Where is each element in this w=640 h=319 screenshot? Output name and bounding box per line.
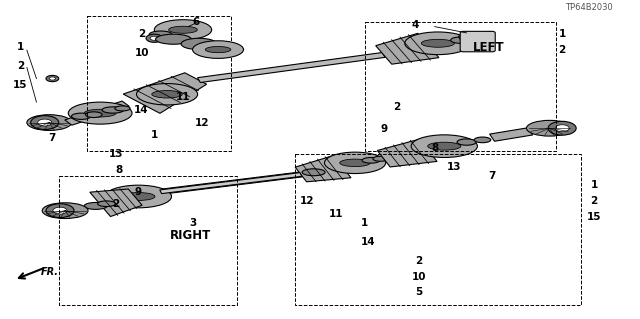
Text: 5: 5 [415, 287, 422, 297]
Ellipse shape [169, 26, 197, 33]
Text: 3: 3 [189, 218, 196, 228]
Circle shape [548, 121, 576, 135]
Text: 1: 1 [590, 181, 598, 190]
Ellipse shape [156, 34, 191, 44]
Ellipse shape [102, 107, 124, 113]
Ellipse shape [457, 139, 476, 145]
Ellipse shape [193, 41, 244, 58]
Polygon shape [458, 32, 494, 42]
Polygon shape [198, 53, 385, 83]
Ellipse shape [98, 201, 115, 207]
Circle shape [38, 119, 52, 126]
Text: 13: 13 [109, 149, 124, 159]
Text: 10: 10 [134, 48, 149, 58]
Text: 8: 8 [116, 165, 123, 175]
Text: 9: 9 [135, 187, 142, 197]
Circle shape [46, 204, 74, 218]
Text: 1: 1 [17, 42, 24, 52]
Ellipse shape [105, 185, 172, 208]
Text: 2: 2 [559, 45, 566, 55]
Ellipse shape [340, 159, 371, 167]
Text: 1: 1 [559, 29, 566, 40]
Polygon shape [295, 155, 351, 182]
Text: 2: 2 [590, 196, 598, 206]
Polygon shape [90, 189, 142, 217]
Text: 1: 1 [361, 218, 368, 228]
FancyBboxPatch shape [460, 31, 495, 52]
Polygon shape [65, 101, 129, 125]
Ellipse shape [136, 84, 198, 105]
Ellipse shape [373, 156, 388, 161]
Ellipse shape [68, 102, 132, 124]
Ellipse shape [302, 169, 325, 176]
Ellipse shape [115, 106, 130, 111]
Text: 2: 2 [393, 102, 400, 112]
Text: 2: 2 [415, 256, 422, 266]
Circle shape [31, 116, 59, 130]
Ellipse shape [205, 47, 231, 53]
Text: 12: 12 [300, 196, 314, 206]
Text: 7: 7 [488, 171, 496, 181]
Circle shape [53, 207, 67, 214]
Ellipse shape [181, 38, 217, 49]
Text: 6: 6 [192, 17, 200, 27]
Ellipse shape [86, 112, 102, 117]
Text: 11: 11 [329, 209, 343, 219]
Ellipse shape [527, 120, 572, 136]
Ellipse shape [27, 115, 72, 130]
Text: 15: 15 [587, 212, 601, 222]
Text: 4: 4 [412, 20, 419, 30]
Text: 12: 12 [195, 118, 209, 128]
Ellipse shape [404, 32, 471, 55]
Text: RIGHT: RIGHT [170, 229, 211, 242]
Text: 7: 7 [49, 133, 56, 143]
Polygon shape [160, 173, 302, 194]
Text: TP64B2030: TP64B2030 [565, 4, 613, 12]
Circle shape [150, 36, 159, 40]
Text: 14: 14 [134, 105, 149, 115]
Circle shape [49, 77, 56, 80]
Ellipse shape [42, 203, 88, 219]
Ellipse shape [324, 152, 386, 174]
Text: 2: 2 [138, 29, 145, 40]
Ellipse shape [152, 91, 182, 98]
Text: 2: 2 [113, 199, 120, 209]
Ellipse shape [411, 135, 477, 158]
Ellipse shape [474, 137, 491, 143]
Circle shape [146, 34, 163, 42]
Ellipse shape [451, 37, 470, 43]
Text: 14: 14 [360, 237, 375, 247]
Ellipse shape [84, 203, 107, 209]
Polygon shape [159, 172, 302, 194]
Circle shape [46, 75, 59, 82]
Ellipse shape [149, 31, 172, 38]
Ellipse shape [428, 142, 461, 150]
Text: LEFT: LEFT [473, 41, 504, 54]
Ellipse shape [72, 113, 91, 119]
Polygon shape [490, 128, 532, 141]
Text: 1: 1 [150, 130, 158, 140]
Text: 8: 8 [431, 143, 438, 153]
Text: 13: 13 [447, 162, 461, 172]
Polygon shape [376, 33, 439, 64]
Text: 11: 11 [176, 93, 190, 102]
Text: 15: 15 [13, 80, 28, 90]
Polygon shape [124, 73, 207, 113]
Ellipse shape [421, 39, 454, 47]
Ellipse shape [122, 193, 155, 200]
Text: 10: 10 [412, 272, 426, 282]
Text: 9: 9 [380, 124, 387, 134]
Text: 2: 2 [17, 61, 24, 71]
Circle shape [555, 125, 569, 132]
Ellipse shape [84, 109, 116, 117]
Ellipse shape [362, 158, 380, 163]
Text: FR.: FR. [41, 267, 59, 277]
Ellipse shape [154, 20, 212, 40]
Polygon shape [378, 139, 437, 167]
